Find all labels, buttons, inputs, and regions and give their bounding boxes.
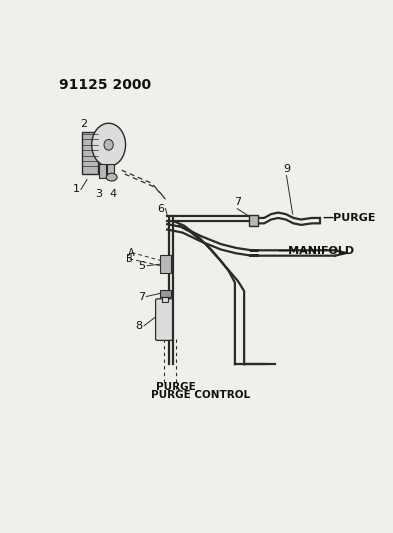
Bar xyxy=(107,164,114,175)
Text: 2: 2 xyxy=(80,119,87,128)
Text: 1: 1 xyxy=(72,184,79,195)
Text: PURGE: PURGE xyxy=(156,382,196,392)
Text: PURGE CONTROL: PURGE CONTROL xyxy=(151,391,250,400)
Text: B: B xyxy=(126,254,132,264)
FancyBboxPatch shape xyxy=(156,299,173,341)
Text: 7: 7 xyxy=(138,292,145,302)
Text: A: A xyxy=(128,248,135,257)
Bar xyxy=(83,132,98,174)
Bar xyxy=(160,255,171,273)
Ellipse shape xyxy=(92,123,126,166)
Text: 4: 4 xyxy=(110,189,117,199)
Bar xyxy=(249,215,258,225)
Text: 3: 3 xyxy=(95,189,102,199)
Ellipse shape xyxy=(104,140,113,150)
Bar xyxy=(99,164,106,178)
Bar xyxy=(162,297,168,302)
Text: 6: 6 xyxy=(157,204,164,214)
Text: —MANIFOLD: —MANIFOLD xyxy=(277,246,354,256)
Bar xyxy=(160,289,171,297)
Text: 7: 7 xyxy=(234,197,241,207)
Text: 8: 8 xyxy=(135,321,143,331)
Text: 91125 2000: 91125 2000 xyxy=(59,78,151,92)
Text: —PURGE: —PURGE xyxy=(322,213,375,223)
Text: 9: 9 xyxy=(283,164,290,174)
Ellipse shape xyxy=(107,173,117,181)
Text: 5: 5 xyxy=(139,261,145,271)
